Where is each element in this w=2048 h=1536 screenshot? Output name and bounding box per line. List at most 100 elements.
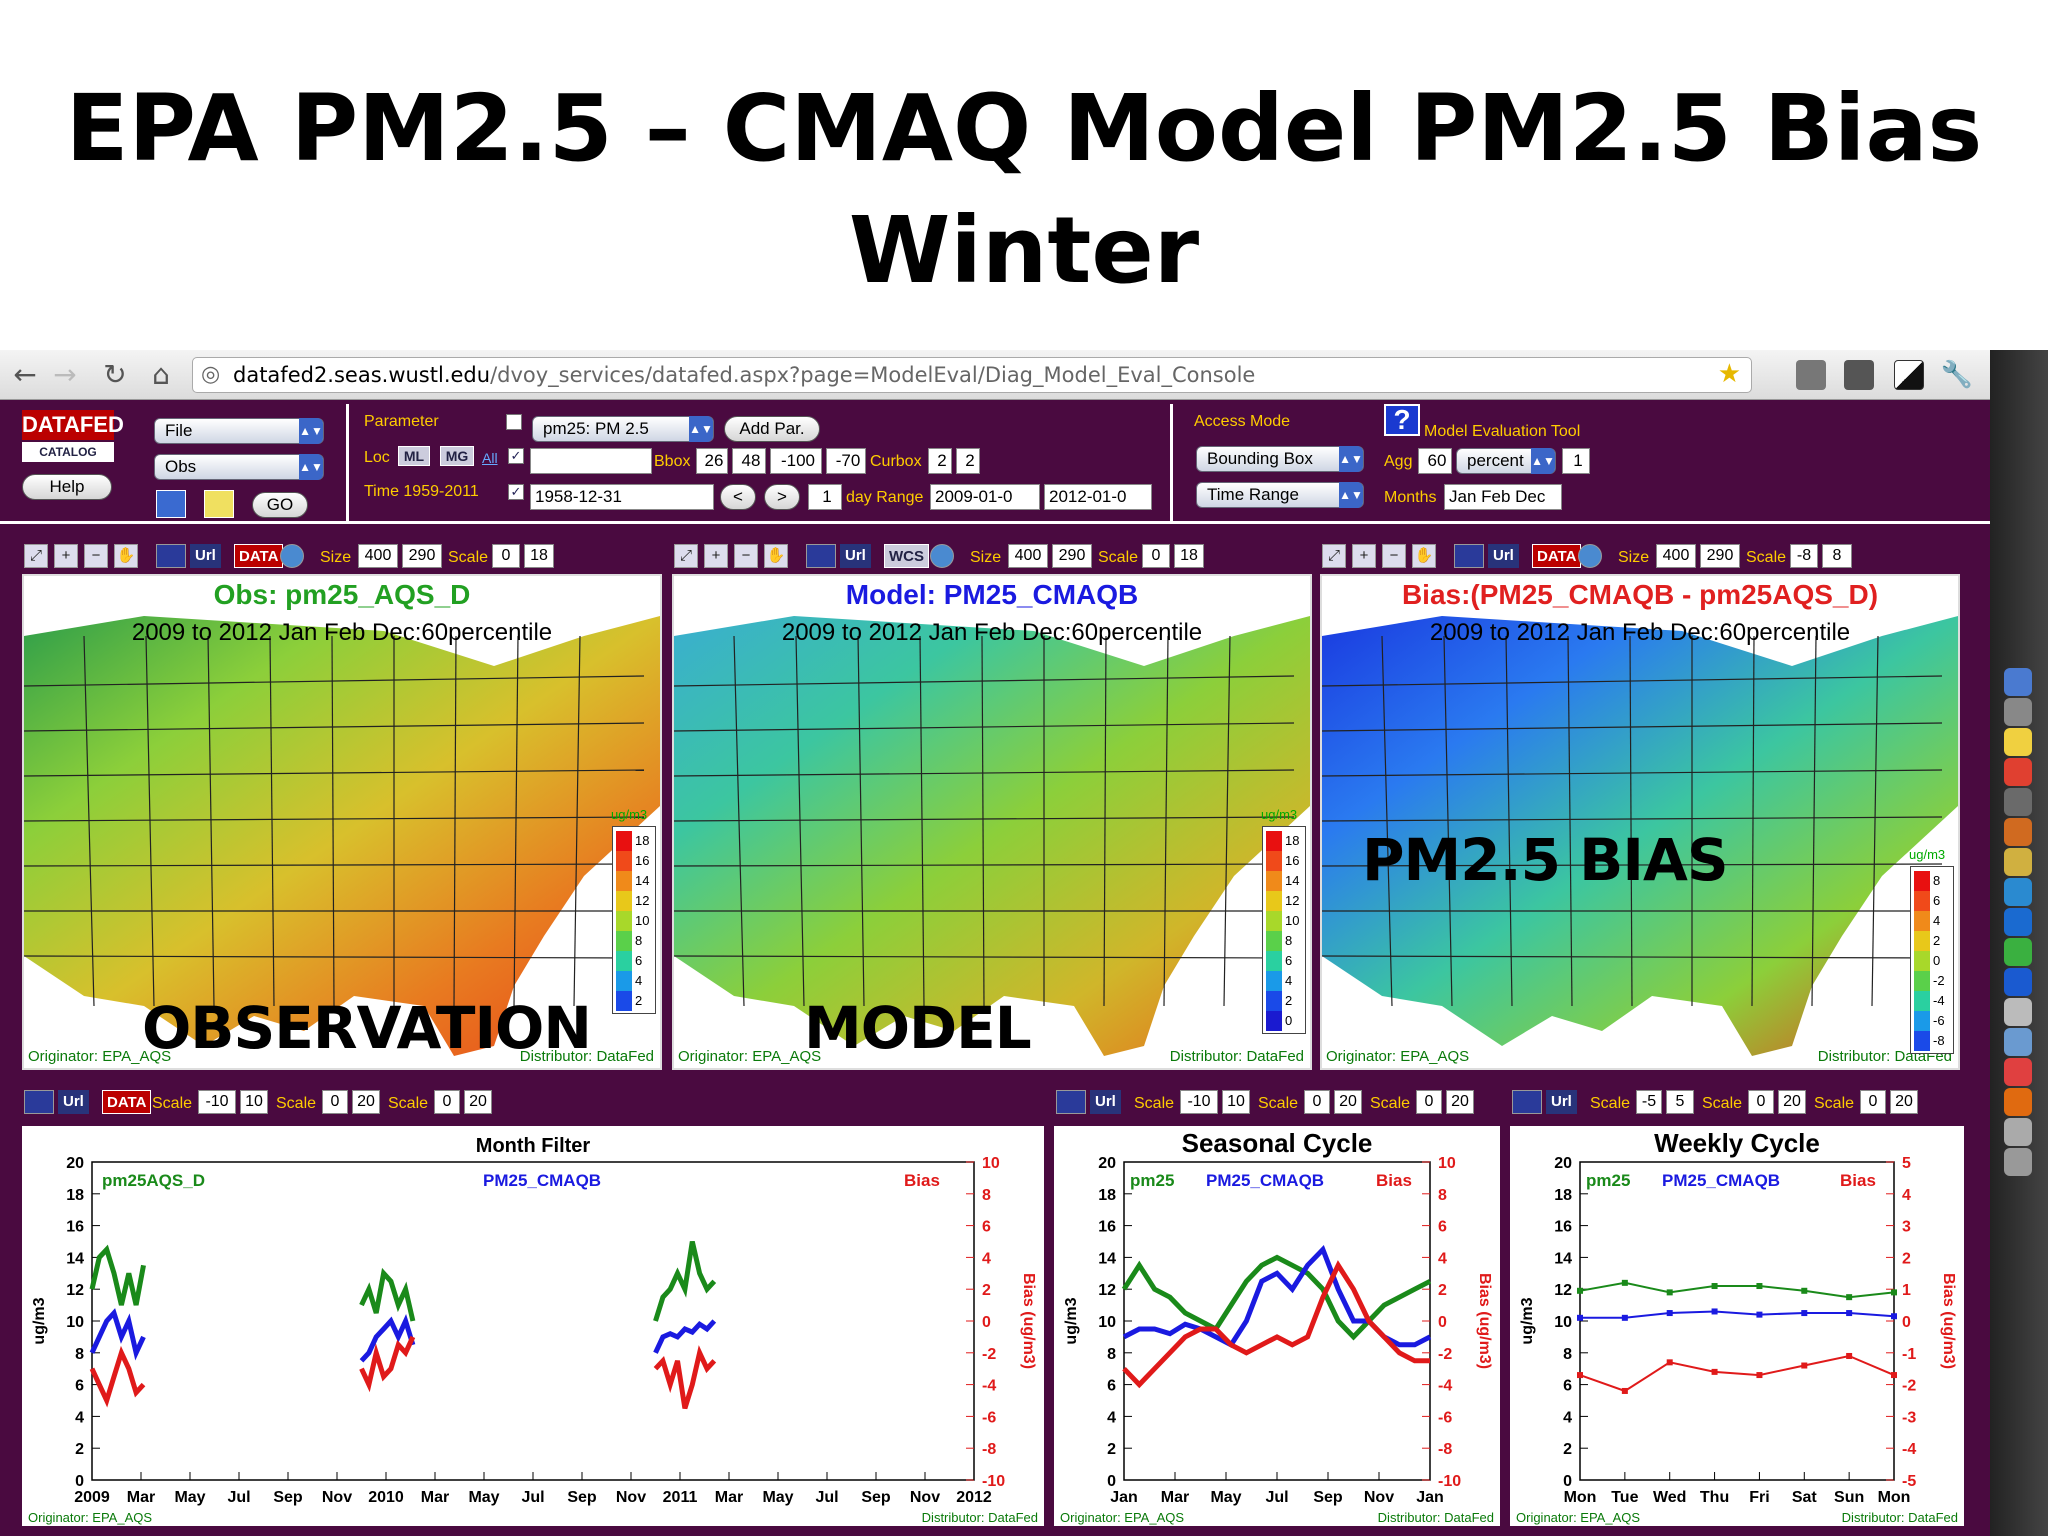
scale-max-input[interactable]: 20 bbox=[1446, 1090, 1474, 1114]
dock-app-icon[interactable] bbox=[2004, 938, 2032, 966]
globe-icon[interactable] bbox=[280, 544, 304, 568]
time-checkbox[interactable]: ✓ bbox=[508, 484, 524, 500]
globe-map-icon[interactable] bbox=[24, 1090, 54, 1114]
url-button[interactable]: Url bbox=[1090, 1090, 1121, 1114]
scale-max-input[interactable]: 10 bbox=[1222, 1090, 1250, 1114]
home-icon[interactable]: ⌂ bbox=[152, 358, 170, 391]
globe-map-icon[interactable] bbox=[1512, 1090, 1542, 1114]
dock-app-icon[interactable] bbox=[2004, 668, 2032, 696]
url-button[interactable]: Url bbox=[190, 544, 221, 568]
scale-max-input[interactable]: 18 bbox=[524, 544, 554, 568]
dock-app-icon[interactable] bbox=[2004, 998, 2032, 1026]
parameter-checkbox[interactable] bbox=[506, 414, 522, 430]
scale-min-input[interactable]: 0 bbox=[1748, 1090, 1774, 1114]
catalog-logo[interactable]: CATALOG bbox=[22, 442, 114, 462]
scale-max-input[interactable]: 18 bbox=[1174, 544, 1204, 568]
zoom-extent-icon[interactable]: ⤢ bbox=[24, 544, 48, 568]
chart-panel[interactable]: Month Filter 20 18 16 14 12 10 8 6 4 2 0 10 8 6 4 2 0 -2 -4… bbox=[22, 1126, 1044, 1526]
bbox-north-input[interactable]: 48 bbox=[732, 448, 766, 474]
months-input[interactable]: Jan Feb Dec bbox=[1444, 484, 1562, 510]
pan-hand-icon[interactable]: ✋ bbox=[114, 544, 138, 568]
bbox-east-input[interactable]: -70 bbox=[826, 448, 866, 474]
wrench-menu-icon[interactable]: 🔧 bbox=[1940, 360, 1974, 390]
globe-icon[interactable] bbox=[930, 544, 954, 568]
chart-panel[interactable]: Weekly Cycle 20 18 16 14 12 10 8 6 4 2 0 5 4 3 2 1 0 -1 -2-… bbox=[1510, 1126, 1964, 1526]
reload-icon[interactable]: ↻ bbox=[103, 358, 127, 391]
scale-max-input[interactable]: 20 bbox=[1334, 1090, 1362, 1114]
obs-select[interactable]: Obs ▲▼ bbox=[154, 454, 324, 480]
dock-app-icon[interactable] bbox=[2004, 728, 2032, 756]
help-question-icon[interactable]: ? bbox=[1384, 404, 1420, 436]
range-end-input[interactable]: 2012-01-0 bbox=[1044, 484, 1152, 510]
dock-app-icon[interactable] bbox=[2004, 1028, 2032, 1056]
time-step-input[interactable]: 1 bbox=[808, 484, 842, 510]
url-button[interactable]: Url bbox=[1488, 544, 1519, 568]
loc-ml-button[interactable]: ML bbox=[398, 446, 430, 466]
url-button[interactable]: Url bbox=[1546, 1090, 1577, 1114]
curbox-x-input[interactable]: 2 bbox=[928, 448, 952, 474]
extension-icon-2[interactable] bbox=[1894, 360, 1924, 390]
scale-min-input[interactable]: 0 bbox=[1416, 1090, 1442, 1114]
address-bar[interactable]: ◎ datafed2.seas.wustl.edu/dvoy_services/… bbox=[192, 357, 1752, 393]
help-button[interactable]: Help bbox=[22, 474, 112, 500]
zoom-extent-icon[interactable]: ⤢ bbox=[1322, 544, 1346, 568]
size-height-input[interactable]: 290 bbox=[402, 544, 442, 568]
scale-min-input[interactable]: 0 bbox=[1304, 1090, 1330, 1114]
view-eye-icon[interactable] bbox=[156, 490, 186, 518]
dock-app-icon[interactable] bbox=[2004, 1118, 2032, 1146]
scale-max-input[interactable]: 20 bbox=[1778, 1090, 1806, 1114]
chart-panel[interactable]: Seasonal Cycle 20 18 16 14 12 10 8 6 4 2 0 10 8 6 4 2 0 -2… bbox=[1054, 1126, 1500, 1526]
globe-icon[interactable] bbox=[1578, 544, 1602, 568]
bbox-south-input[interactable]: 26 bbox=[696, 448, 728, 474]
scale-min-input[interactable]: 0 bbox=[434, 1090, 460, 1114]
agg-n-input[interactable]: 1 bbox=[1562, 448, 1590, 474]
globe-map-icon[interactable] bbox=[1056, 1090, 1086, 1114]
scale-max-input[interactable]: 8 bbox=[1822, 544, 1852, 568]
datafed-logo[interactable]: DATAFED bbox=[22, 410, 124, 440]
map-panel[interactable]: Model: PM25_CMAQB 2009 to 2012 Jan Feb De… bbox=[672, 574, 1312, 1070]
size-width-input[interactable]: 400 bbox=[358, 544, 398, 568]
pan-hand-icon[interactable]: ✋ bbox=[764, 544, 788, 568]
go-button[interactable]: GO bbox=[252, 492, 308, 518]
scale-min-input[interactable]: -10 bbox=[198, 1090, 236, 1114]
scale-max-input[interactable]: 5 bbox=[1666, 1090, 1694, 1114]
pan-hand-icon[interactable]: ✋ bbox=[1412, 544, 1436, 568]
scale-min-input[interactable]: -10 bbox=[1180, 1090, 1218, 1114]
globe-map-icon[interactable] bbox=[1454, 544, 1484, 568]
size-width-input[interactable]: 400 bbox=[1656, 544, 1696, 568]
forward-icon[interactable]: → bbox=[53, 358, 77, 391]
zoom-in-icon[interactable]: + bbox=[54, 544, 78, 568]
parameter-select[interactable]: pm25: PM 2.5 ▲▼ bbox=[532, 416, 714, 442]
scale-min-input[interactable]: -8 bbox=[1790, 544, 1818, 568]
access-mode-select[interactable]: Bounding Box ▲▼ bbox=[1196, 446, 1364, 472]
time-next-button[interactable]: > bbox=[764, 484, 800, 510]
scale-max-input[interactable]: 10 bbox=[240, 1090, 268, 1114]
back-icon[interactable]: ← bbox=[13, 358, 37, 391]
size-height-input[interactable]: 290 bbox=[1700, 544, 1740, 568]
dock-app-icon[interactable] bbox=[2004, 1148, 2032, 1176]
dock-app-icon[interactable] bbox=[2004, 1058, 2032, 1086]
scale-min-input[interactable]: 0 bbox=[492, 544, 520, 568]
data-button[interactable]: WCS bbox=[884, 544, 929, 568]
zoom-in-icon[interactable]: + bbox=[1352, 544, 1376, 568]
dock-app-icon[interactable] bbox=[2004, 968, 2032, 996]
time-prev-button[interactable]: < bbox=[720, 484, 756, 510]
loc-input[interactable] bbox=[530, 448, 652, 474]
scale-min-input[interactable]: 0 bbox=[1142, 544, 1170, 568]
loc-mg-button[interactable]: MG bbox=[440, 446, 474, 466]
scale-max-input[interactable]: 20 bbox=[1890, 1090, 1918, 1114]
time-input[interactable]: 1958-12-31 bbox=[530, 484, 714, 510]
url-button[interactable]: Url bbox=[58, 1090, 89, 1114]
scale-min-input[interactable]: -5 bbox=[1636, 1090, 1662, 1114]
scale-max-input[interactable]: 20 bbox=[464, 1090, 492, 1114]
globe-map-icon[interactable] bbox=[806, 544, 836, 568]
zoom-in-icon[interactable]: + bbox=[704, 544, 728, 568]
zoom-out-icon[interactable]: − bbox=[1382, 544, 1406, 568]
dock-app-icon[interactable] bbox=[2004, 878, 2032, 906]
zoom-out-icon[interactable]: − bbox=[84, 544, 108, 568]
tag-extension-icon[interactable] bbox=[1796, 360, 1826, 390]
scale-max-input[interactable]: 20 bbox=[352, 1090, 380, 1114]
scale-min-input[interactable]: 0 bbox=[322, 1090, 348, 1114]
dock-app-icon[interactable] bbox=[2004, 908, 2032, 936]
dock-app-icon[interactable] bbox=[2004, 698, 2032, 726]
